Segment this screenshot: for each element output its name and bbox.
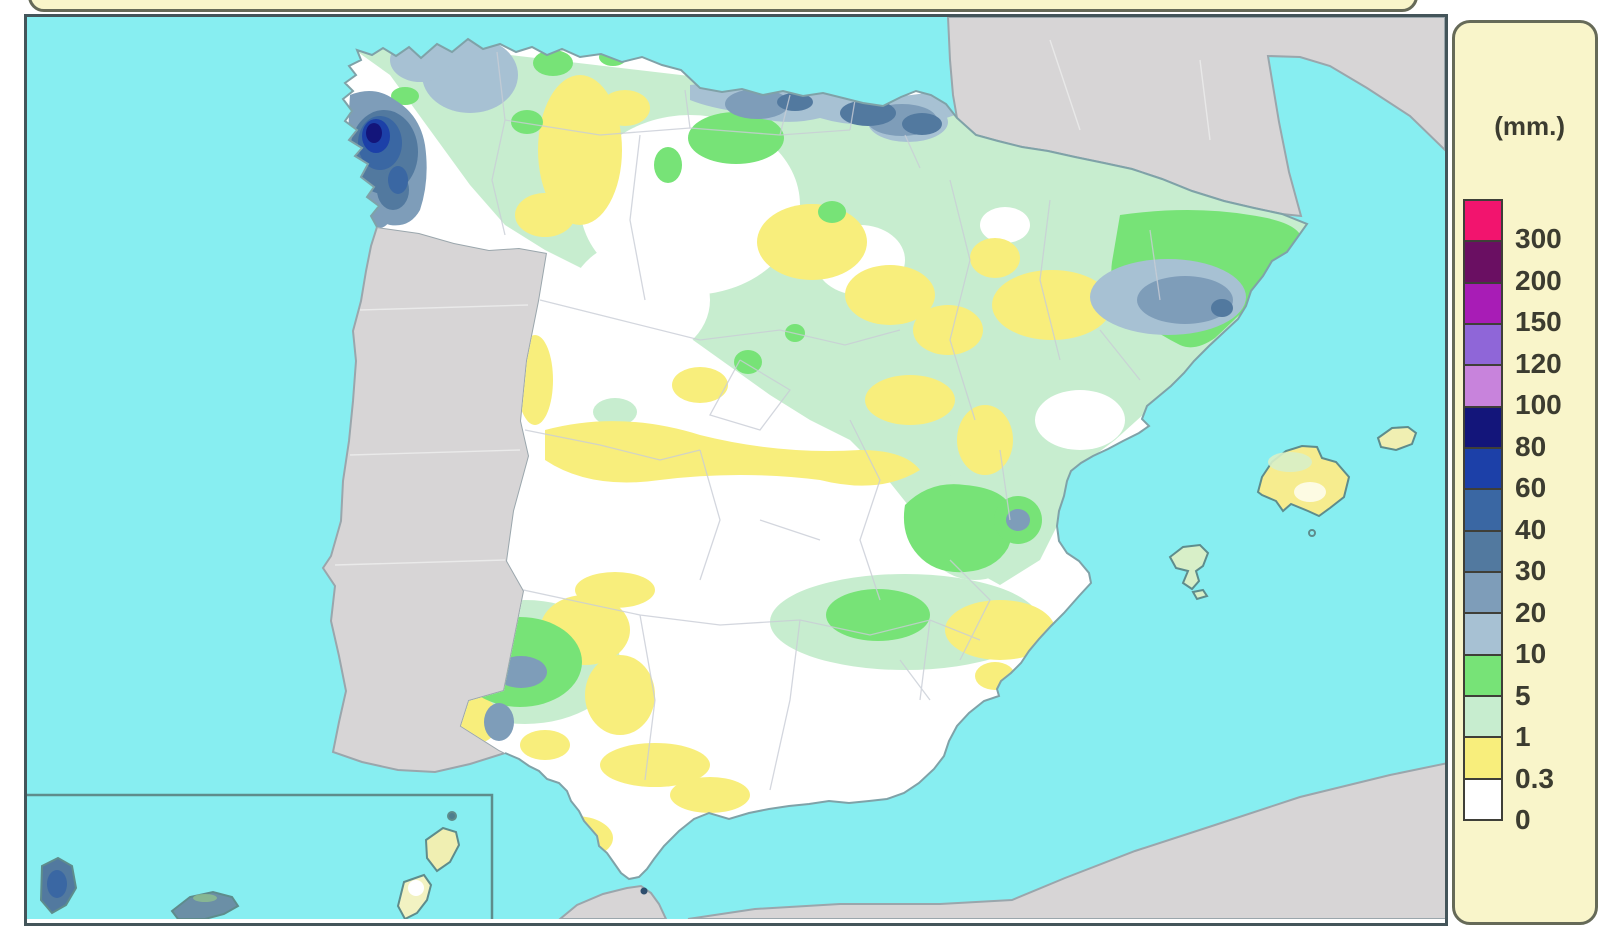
legend-label: 5 <box>1515 679 1531 711</box>
legend-label: 40 <box>1515 513 1547 545</box>
legend-swatch <box>1465 201 1501 243</box>
north-africa-landmass <box>558 762 1445 919</box>
precipitation-overlays <box>343 39 1307 860</box>
legend-label: 300 <box>1515 223 1562 255</box>
canary-islands <box>39 811 461 919</box>
canary-inset-box <box>27 793 494 919</box>
legend-swatch <box>1465 614 1501 656</box>
legend-swatch <box>1465 407 1501 449</box>
legend-swatch <box>1465 324 1501 367</box>
legend-swatch <box>1465 696 1501 739</box>
legend-label: 80 <box>1515 430 1547 462</box>
legend-panel: (mm.) 300 200 150 120 100 80 60 40 30 20 10 5 1 0.3 0 <box>1452 20 1598 925</box>
legend-swatch <box>1465 738 1501 780</box>
legend-label: 20 <box>1515 596 1547 628</box>
province-borders <box>491 51 1161 791</box>
legend-swatch <box>1465 448 1501 491</box>
legend-label: 10 <box>1515 638 1547 670</box>
title-bar <box>28 0 1418 12</box>
legend-label: 0 <box>1515 804 1531 835</box>
legend-swatch <box>1465 572 1501 615</box>
legend-label: 100 <box>1515 389 1562 421</box>
legend-swatch <box>1465 490 1501 532</box>
legend-swatch <box>1465 655 1501 697</box>
legend-label: 120 <box>1515 347 1562 379</box>
legend-label: 200 <box>1515 264 1562 296</box>
legend-unit-label: (mm.) <box>1494 111 1565 141</box>
legend-swatch <box>1465 531 1501 573</box>
legend-swatch <box>1465 242 1501 284</box>
legend-scale: 300 200 150 120 100 80 60 40 30 20 10 5 1 0.3 0 <box>1463 199 1597 835</box>
france-admin-lines <box>1049 39 1211 141</box>
legend-label: 1 <box>1515 721 1531 753</box>
legend-swatch <box>1465 366 1501 408</box>
legend-label: 150 <box>1515 306 1562 338</box>
legend-swatch <box>1465 283 1501 325</box>
legend-swatch <box>1465 779 1501 819</box>
legend-swatch-column <box>1463 199 1503 821</box>
portugal-admin-lines <box>334 304 529 566</box>
legend-label: 0.3 <box>1515 762 1554 794</box>
legend-label: 60 <box>1515 472 1547 504</box>
balearic-islands <box>1168 425 1418 601</box>
legend-label: 30 <box>1515 555 1547 587</box>
spain-coastline <box>341 37 1309 881</box>
ceuta-dot <box>640 887 648 895</box>
